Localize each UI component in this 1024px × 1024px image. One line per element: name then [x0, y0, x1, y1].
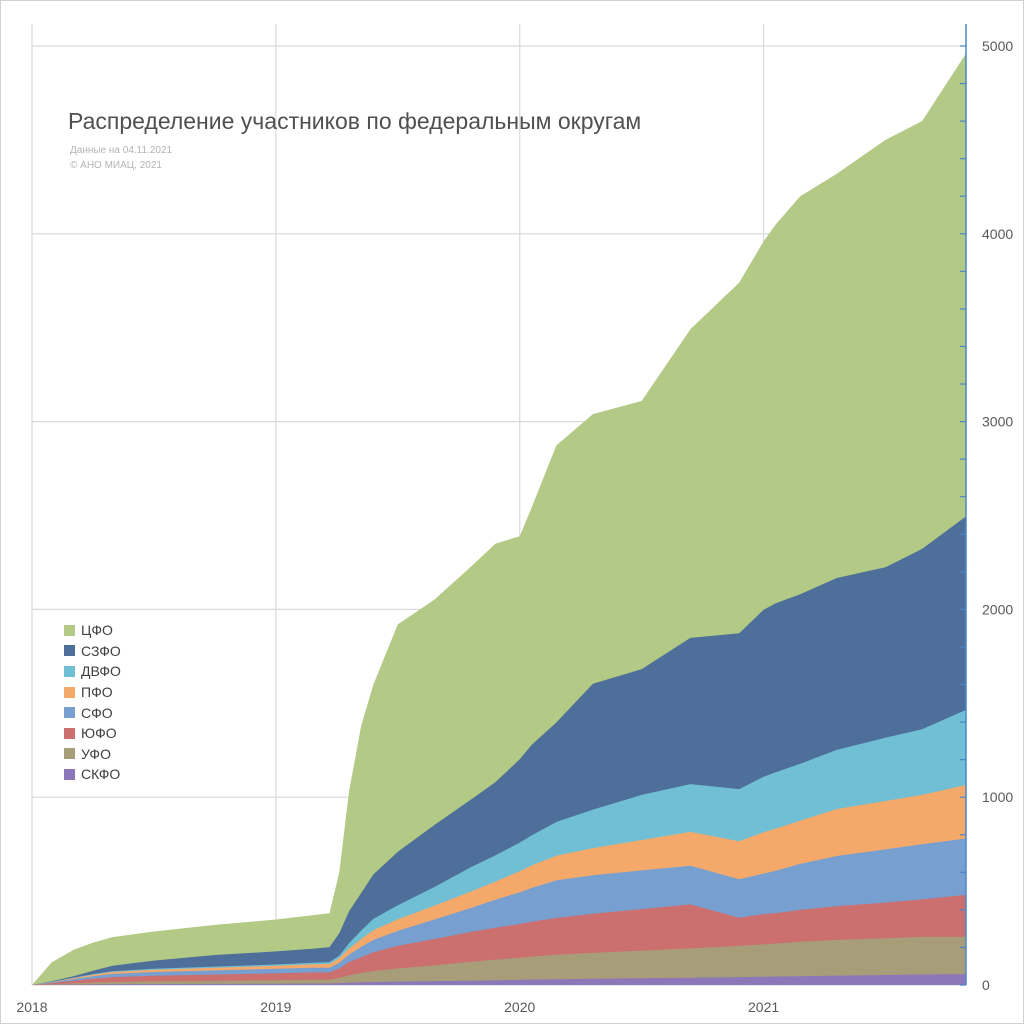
legend-label: СЗФО [81, 642, 121, 659]
legend-swatch [64, 665, 75, 677]
y-tick-label: 1000 [982, 789, 1013, 805]
y-tick-label: 5000 [982, 38, 1013, 54]
x-tick-label: 2019 [260, 999, 291, 1015]
legend-label: ЦФО [81, 622, 113, 639]
legend-item: ЮФО [64, 723, 121, 744]
legend-swatch [64, 748, 75, 760]
y-tick-label: 3000 [982, 414, 1013, 430]
legend-swatch [64, 707, 75, 719]
x-tick-label: 2020 [504, 999, 535, 1015]
legend-label: ДВФО [81, 663, 121, 680]
chart-legend: ЦФО СЗФО ДВФО ПФО СФО ЮФО УФО СКФО [64, 620, 121, 785]
legend-item: СКФО [64, 764, 121, 785]
area-series-group [32, 53, 966, 985]
legend-swatch [64, 624, 75, 636]
legend-swatch [64, 768, 75, 780]
legend-label: ПФО [81, 684, 113, 701]
chart-subtitle-copyright: © АНО МИАЦ, 2021 [70, 160, 162, 171]
chart-subtitle-date: Данные на 04.11.2021 [70, 145, 173, 156]
legend-swatch [64, 645, 75, 657]
legend-item: ЦФО [64, 620, 121, 641]
legend-swatch [64, 686, 75, 698]
x-axis-tick-labels: 2018 2019 2020 2021 [16, 999, 779, 1015]
legend-label: СФО [81, 704, 113, 721]
legend-label: СКФО [81, 766, 121, 783]
y-tick-label: 4000 [982, 226, 1013, 242]
legend-item: СФО [64, 702, 121, 723]
legend-item: УФО [64, 744, 121, 765]
area-series-2 [32, 936, 966, 985]
y-axis: 0 1000 2000 3000 4000 5000 [960, 24, 1013, 993]
x-tick-label: 2021 [748, 999, 779, 1015]
chart-title: Распределение участников по федеральным … [68, 108, 642, 134]
y-tick-label: 2000 [982, 601, 1013, 617]
legend-label: ЮФО [81, 725, 117, 742]
legend-item: СЗФО [64, 641, 121, 662]
legend-item: ДВФО [64, 661, 121, 682]
legend-item: ПФО [64, 682, 121, 703]
x-tick-label: 2018 [16, 999, 47, 1015]
legend-label: УФО [81, 745, 111, 762]
y-tick-label: 0 [982, 977, 990, 993]
legend-swatch [64, 727, 75, 739]
area-series-1 [32, 974, 966, 985]
